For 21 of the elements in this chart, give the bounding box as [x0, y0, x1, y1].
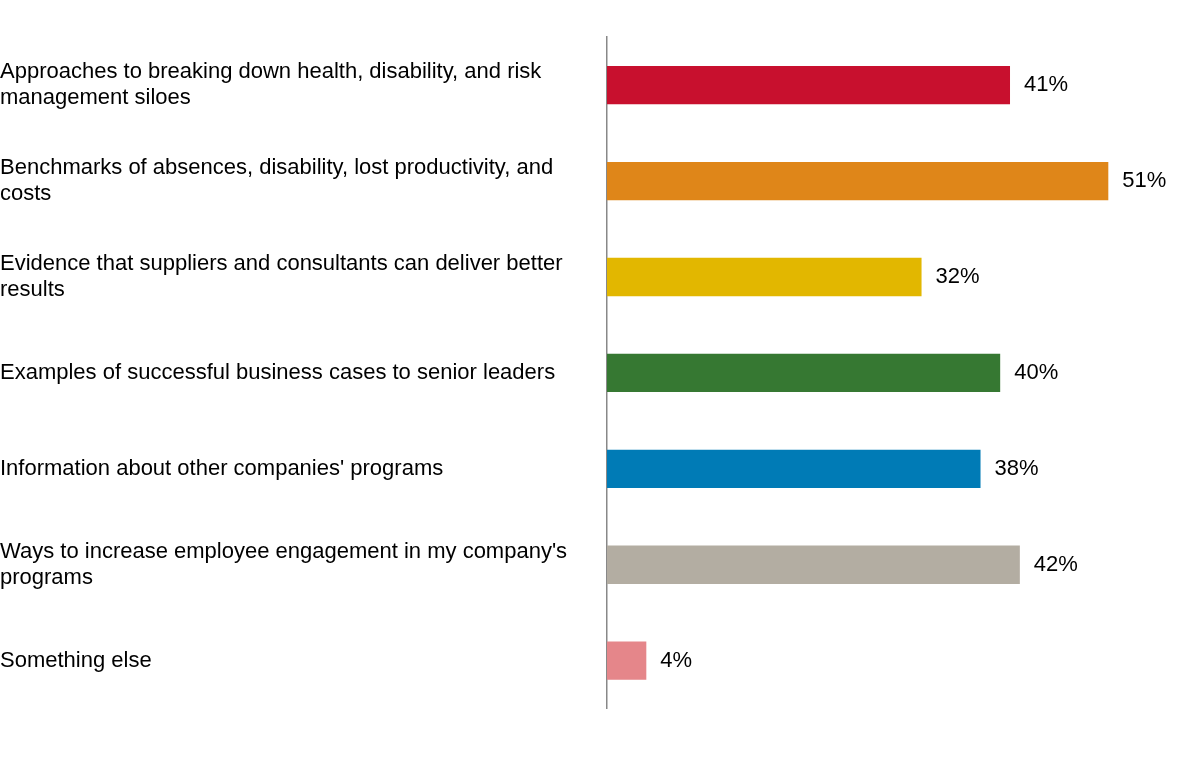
y-tick-label: Something else — [0, 646, 152, 672]
data-label: 51% — [1122, 167, 1167, 193]
y-tick-label: Information about other companies' programs — [0, 454, 444, 480]
bar — [607, 353, 1001, 393]
bar — [607, 545, 1020, 584]
y-tick-label: Examples of successful business cases to senior leaders — [0, 358, 556, 384]
bar — [607, 641, 647, 680]
data-label: 41% — [1024, 71, 1069, 97]
data-label: 4% — [660, 646, 693, 672]
data-label: 38% — [994, 454, 1039, 480]
data-label: 42% — [1033, 550, 1078, 576]
y-tick-label: Ways to increase employee engagement in my company's programs — [0, 537, 568, 589]
bar — [607, 65, 1011, 105]
bar — [607, 161, 1109, 201]
y-tick-label: Benchmarks of absences, disability, lost productivity, and costs — [0, 153, 554, 206]
bar — [607, 257, 922, 297]
y-tick-label: Evidence that suppliers and consultants can deliver better results — [0, 249, 563, 302]
data-label: 32% — [935, 263, 980, 289]
bar — [607, 449, 981, 488]
data-label: 40% — [1014, 358, 1059, 384]
y-tick-label: Approaches to breaking down health, disability, and risk management siloes — [0, 58, 543, 110]
